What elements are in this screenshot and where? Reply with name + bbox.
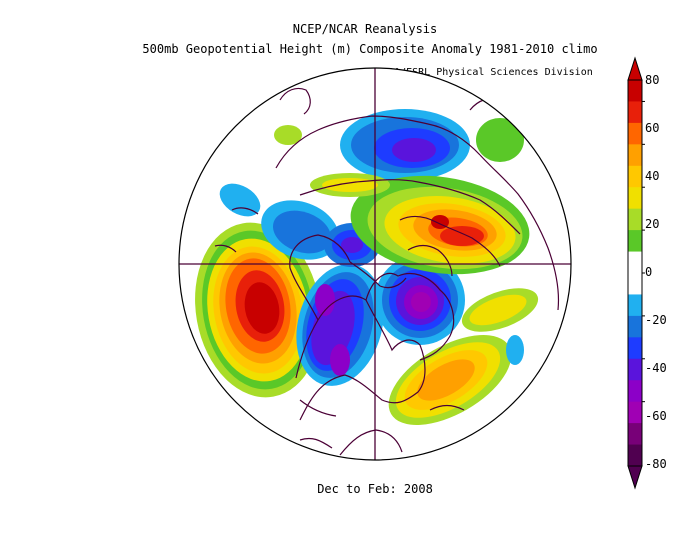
colorbar-segment	[628, 423, 642, 446]
colorbar-segment	[628, 315, 642, 338]
colorbar-top-arrow	[627, 56, 643, 81]
credit-label: NOAA/ESRL Physical Sciences Division	[376, 67, 593, 78]
title-line-2: 500mb Geopotential Height (m) Composite …	[142, 42, 598, 56]
title-line-1: NCEP/NCAR Reanalysis	[292, 22, 438, 36]
north-america-negative-anomaly	[296, 264, 384, 386]
colorbar-segment	[628, 144, 642, 167]
colorbar-label-neg60: -60	[645, 409, 667, 423]
colorbar-label-neg40: -40	[645, 361, 667, 375]
meridian-lines	[179, 68, 571, 460]
colorbar-segment	[628, 444, 642, 467]
colorbar-label-neg80: -80	[645, 457, 667, 471]
colorbar-label-80: 80	[645, 73, 660, 87]
colorbar-segment	[628, 380, 642, 403]
colorbar-segment	[628, 230, 642, 253]
arctic-canada-negative-anomaly	[375, 255, 465, 345]
colorbar-segment	[628, 294, 642, 317]
colorbar-segment	[628, 208, 642, 231]
colorbar-bottom-arrow	[627, 465, 643, 490]
colorbar-segment	[628, 251, 642, 274]
colorbar-label-60: 60	[645, 121, 660, 135]
colorbar-label-40: 40	[645, 169, 660, 183]
colorbar-segment	[628, 358, 642, 381]
colorbar-segment	[628, 122, 642, 145]
beaufort-negative-anomaly	[219, 183, 380, 267]
date-range-label: Dec to Feb: 2008	[317, 482, 433, 496]
colorbar-segment	[628, 273, 642, 295]
colorbar-label-0: 0	[645, 265, 653, 279]
colorbar-segment	[628, 337, 642, 360]
pacific-positive-anomaly	[195, 222, 321, 398]
colorbar-segment	[628, 187, 642, 210]
colorbar-segment	[628, 80, 642, 102]
colorbar-segment	[628, 401, 642, 424]
atlantic-positive-anomaly	[388, 288, 539, 425]
colorbar	[627, 56, 645, 490]
colorbar-segment	[628, 101, 642, 124]
colorbar-label-neg20: -20	[645, 313, 667, 327]
colorbar-label-20: 20	[645, 217, 660, 231]
siberia-positive-anomaly	[310, 173, 530, 275]
globe-border	[178, 67, 572, 461]
colorbar-segment	[628, 165, 642, 188]
